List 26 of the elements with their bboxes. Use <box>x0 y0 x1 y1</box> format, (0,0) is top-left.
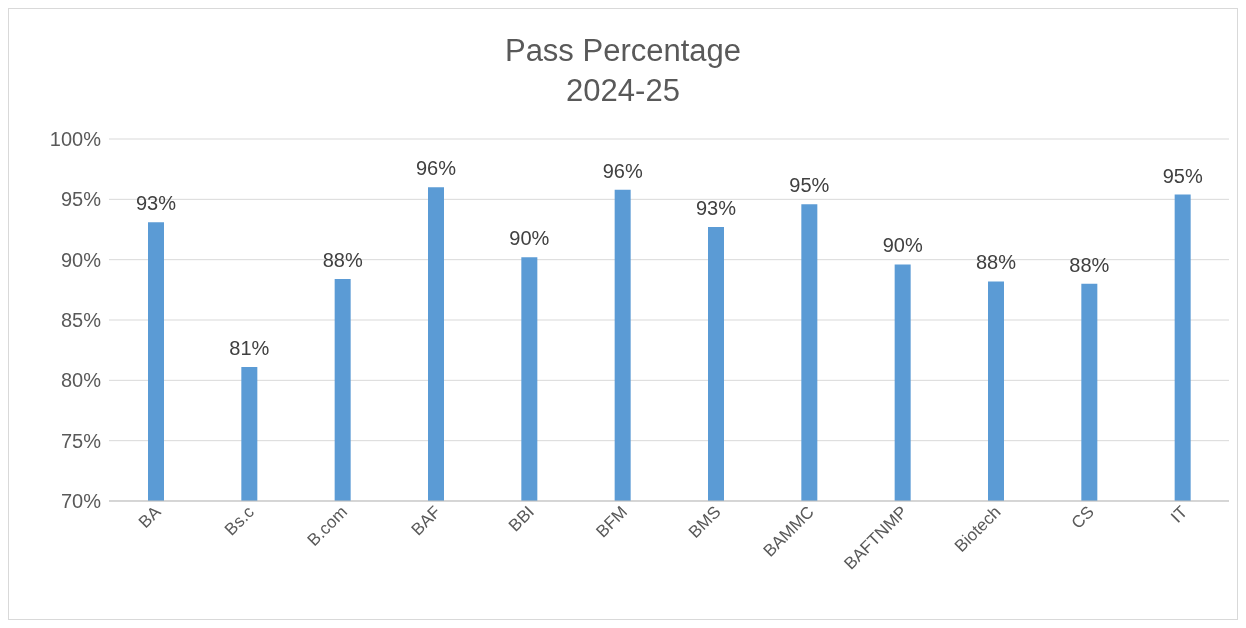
data-label: 95% <box>789 174 830 197</box>
data-label: 96% <box>415 157 457 180</box>
x-tick-label: Bs.c <box>221 502 259 540</box>
x-tick-label: CS <box>1067 502 1098 533</box>
data-label: 88% <box>322 248 363 271</box>
y-tick-label: 75% <box>60 429 102 452</box>
chart-subtitle: 2024-25 <box>565 72 681 110</box>
y-tick-label: 80% <box>60 369 102 392</box>
x-tick-label: IT <box>1167 502 1192 527</box>
x-tick-label: BA <box>135 501 165 532</box>
data-label: 81% <box>229 337 270 360</box>
data-label: 88% <box>1069 253 1110 276</box>
x-tick-label: BBI <box>505 502 538 536</box>
y-tick-label: 90% <box>60 248 102 271</box>
data-label: 95% <box>1162 164 1203 187</box>
y-tick-label: 85% <box>60 309 102 332</box>
data-label: 90% <box>509 227 550 250</box>
y-tick-label: 95% <box>60 188 102 211</box>
chart-title: Pass Percentage <box>503 32 743 70</box>
y-tick-label: 70% <box>60 490 102 513</box>
data-label: 96% <box>602 159 643 182</box>
data-label: 93% <box>135 192 177 215</box>
y-tick-label: 100% <box>49 128 102 151</box>
data-label: 88% <box>975 251 1017 274</box>
data-label: 93% <box>695 197 737 220</box>
data-label: 90% <box>882 234 923 257</box>
